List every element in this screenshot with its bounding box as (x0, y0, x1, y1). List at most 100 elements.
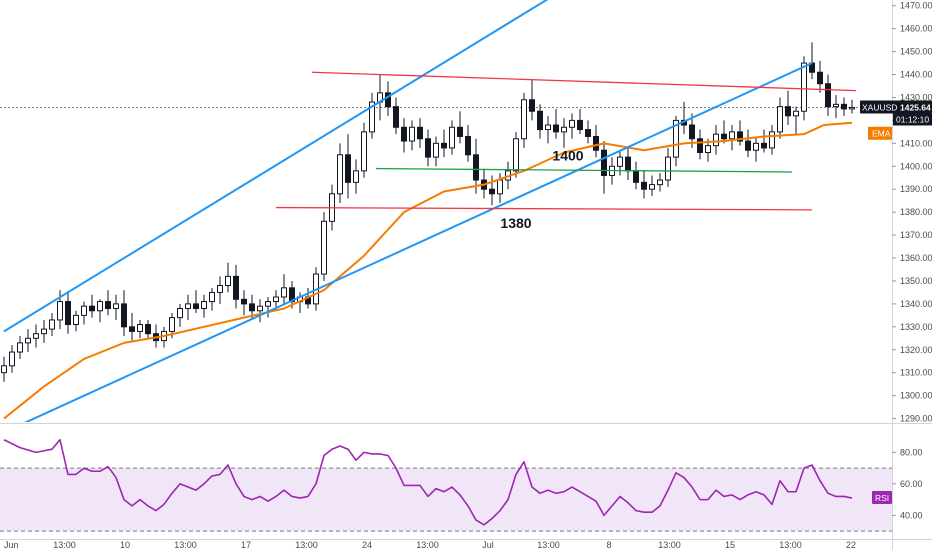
candle[interactable] (473, 138, 479, 194)
candle[interactable] (585, 120, 591, 144)
candle[interactable] (465, 124, 471, 162)
candle[interactable] (201, 294, 207, 318)
candle[interactable] (417, 118, 423, 148)
candle[interactable] (633, 161, 639, 190)
candle[interactable] (265, 297, 271, 318)
candle[interactable] (241, 290, 247, 316)
candle[interactable] (137, 319, 143, 339)
candle[interactable] (657, 173, 663, 192)
channel-lower-line[interactable] (24, 62, 813, 423)
candle[interactable] (537, 104, 543, 139)
candle[interactable] (113, 294, 119, 320)
candle[interactable] (361, 122, 367, 178)
channel-upper-line[interactable] (3, 0, 552, 333)
candle[interactable] (105, 290, 111, 316)
candle[interactable] (553, 108, 559, 139)
candle[interactable] (73, 310, 79, 332)
candle[interactable] (513, 131, 519, 178)
candle[interactable] (833, 95, 839, 119)
candle[interactable] (177, 303, 183, 327)
candle[interactable] (625, 147, 631, 181)
candle[interactable] (25, 329, 31, 353)
candle[interactable] (321, 212, 327, 281)
candle[interactable] (785, 90, 791, 125)
candle[interactable] (337, 143, 343, 203)
candle[interactable] (817, 60, 823, 93)
candle[interactable] (409, 120, 415, 151)
candle[interactable] (217, 276, 223, 304)
candle[interactable] (233, 264, 239, 309)
candle[interactable] (377, 74, 383, 121)
candle[interactable] (81, 301, 87, 325)
symbol-price-tag[interactable]: XAUUSD 1425.64 (860, 100, 932, 114)
candle[interactable] (209, 287, 215, 311)
candle[interactable] (849, 99, 855, 114)
candle[interactable] (145, 319, 151, 339)
candle[interactable] (745, 129, 751, 158)
candle[interactable] (425, 129, 431, 167)
candle[interactable] (737, 120, 743, 146)
candle[interactable] (681, 102, 687, 135)
candle[interactable] (809, 42, 815, 80)
candle[interactable] (561, 118, 567, 148)
candle[interactable] (441, 129, 447, 158)
candle[interactable] (185, 294, 191, 320)
candle[interactable] (353, 159, 359, 194)
candle[interactable] (641, 170, 647, 199)
candle[interactable] (593, 124, 599, 158)
candle[interactable] (193, 290, 199, 314)
candle[interactable] (601, 141, 607, 194)
candle[interactable] (1, 356, 7, 382)
support-1380-line[interactable] (275, 206, 813, 211)
candle[interactable] (769, 124, 775, 155)
candle[interactable] (721, 120, 727, 144)
candle[interactable] (649, 175, 655, 197)
candle[interactable] (841, 97, 847, 116)
candle[interactable] (761, 129, 767, 153)
candle[interactable] (17, 335, 23, 359)
candle[interactable] (153, 324, 159, 348)
candle[interactable] (129, 313, 135, 341)
candle[interactable] (729, 124, 735, 151)
candle[interactable] (665, 147, 671, 187)
candle[interactable] (489, 175, 495, 206)
candle[interactable] (401, 118, 407, 153)
candle[interactable] (529, 79, 535, 121)
candle[interactable] (457, 111, 463, 144)
candle[interactable] (825, 74, 831, 116)
candle[interactable] (449, 120, 455, 155)
candle[interactable] (617, 150, 623, 176)
candle[interactable] (33, 324, 39, 348)
candle[interactable] (281, 274, 287, 304)
candle[interactable] (41, 319, 47, 343)
candle[interactable] (97, 299, 103, 323)
candle[interactable] (577, 108, 583, 135)
candle[interactable] (713, 124, 719, 155)
candle[interactable] (369, 92, 375, 139)
candle[interactable] (545, 115, 551, 144)
candle[interactable] (89, 294, 95, 318)
candle[interactable] (777, 97, 783, 139)
candle[interactable] (521, 92, 527, 148)
candle[interactable] (225, 262, 231, 293)
candle[interactable] (697, 129, 703, 160)
candle[interactable] (385, 81, 391, 116)
rsi-line[interactable] (3, 438, 853, 526)
candle[interactable] (793, 106, 799, 135)
support-1400-line[interactable] (375, 167, 793, 173)
candle[interactable] (9, 345, 15, 373)
ema-line[interactable] (3, 121, 853, 420)
candle[interactable] (65, 292, 71, 334)
candle[interactable] (257, 299, 263, 323)
ema-tag[interactable]: EMA (868, 126, 892, 140)
candle[interactable] (393, 97, 399, 135)
candle[interactable] (433, 136, 439, 167)
candle[interactable] (569, 113, 575, 139)
rsi-tag[interactable]: RSI (872, 491, 892, 505)
candle[interactable] (753, 136, 759, 162)
candle[interactable] (121, 290, 127, 336)
candle[interactable] (345, 134, 351, 199)
candle[interactable] (49, 313, 55, 336)
